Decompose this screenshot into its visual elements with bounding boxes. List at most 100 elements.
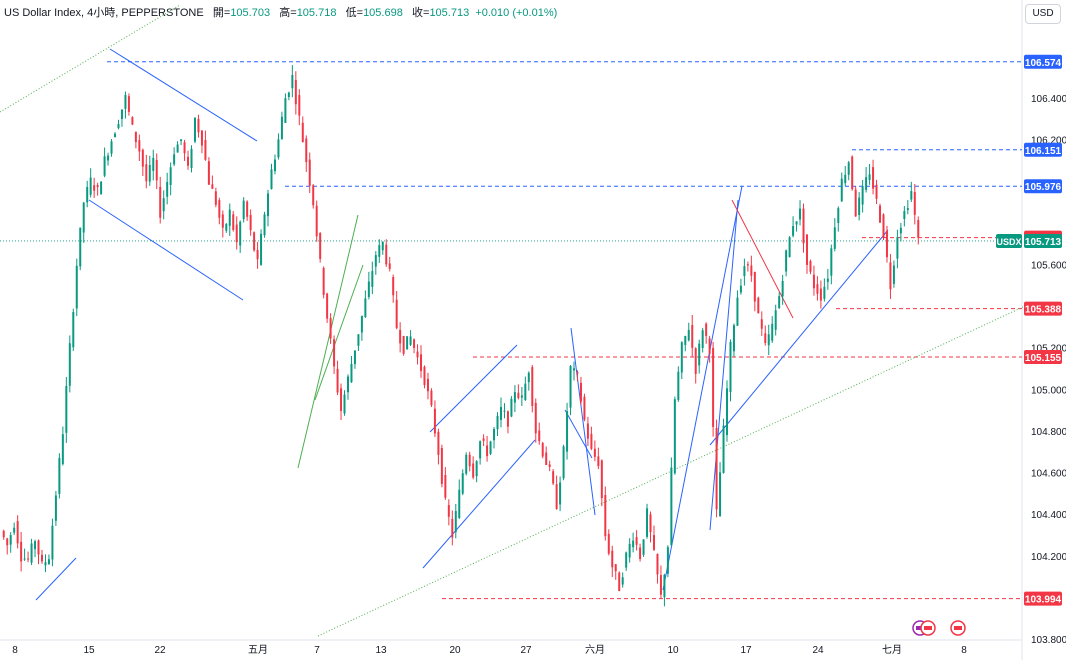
y-tick-label: 104.400 bbox=[1031, 510, 1066, 521]
candle-body bbox=[284, 98, 287, 123]
candle-body bbox=[548, 464, 551, 467]
candle-body bbox=[23, 558, 26, 560]
price-label-box bbox=[1024, 301, 1062, 316]
candle-body bbox=[131, 117, 134, 125]
candle-body bbox=[545, 452, 548, 465]
candle-body bbox=[204, 139, 207, 160]
x-tick-label: 24 bbox=[812, 645, 824, 656]
candle-body bbox=[371, 271, 374, 287]
candle-body bbox=[479, 441, 482, 459]
y-tick-label: 104.600 bbox=[1031, 469, 1066, 480]
symbol-tag-box bbox=[996, 233, 1022, 248]
candle-body bbox=[499, 406, 502, 420]
candle-body bbox=[826, 278, 829, 282]
candle-body bbox=[322, 267, 325, 295]
candle-body bbox=[611, 550, 614, 568]
trendline bbox=[429, 344, 518, 433]
candle-body bbox=[865, 177, 868, 190]
high-value: 105.718 bbox=[296, 7, 337, 19]
candle-body bbox=[517, 392, 520, 399]
trendline bbox=[709, 199, 739, 531]
y-tick-label: 106.400 bbox=[1031, 94, 1066, 105]
candle-body bbox=[875, 184, 878, 199]
candle-body bbox=[520, 395, 523, 398]
candle-body bbox=[677, 371, 680, 400]
candle-body bbox=[781, 280, 784, 297]
candle-body bbox=[799, 208, 802, 220]
candle-body bbox=[13, 527, 16, 533]
candle-body bbox=[124, 95, 127, 109]
candle-body bbox=[152, 157, 155, 171]
candle-body bbox=[426, 378, 429, 392]
candle-body bbox=[277, 139, 280, 158]
x-tick-label: 8 bbox=[961, 645, 967, 656]
candle-body bbox=[844, 174, 847, 184]
close-label: 收= bbox=[412, 7, 430, 19]
candle-body bbox=[666, 547, 669, 574]
price-label-text: 106.574 bbox=[1025, 58, 1062, 69]
candle-body bbox=[381, 242, 384, 251]
candle-body bbox=[913, 192, 916, 215]
price-label-box bbox=[1024, 350, 1062, 365]
candle-body bbox=[120, 109, 123, 119]
trendline bbox=[35, 557, 77, 601]
candle-body bbox=[242, 200, 245, 220]
current-price-text: 105.713 bbox=[1025, 237, 1062, 248]
candle-body bbox=[586, 423, 589, 439]
candle-body bbox=[378, 245, 381, 257]
candle-body bbox=[906, 208, 909, 211]
candle-body bbox=[260, 233, 263, 265]
candle-body bbox=[903, 210, 906, 219]
candle-body bbox=[294, 79, 297, 105]
low-value: 105.698 bbox=[363, 7, 403, 19]
candle-body bbox=[298, 95, 301, 116]
candle-body bbox=[308, 159, 311, 186]
candle-body bbox=[656, 554, 659, 575]
candle-body bbox=[628, 543, 631, 558]
candle-body bbox=[214, 191, 217, 205]
low-label: 低= bbox=[345, 7, 364, 19]
candle-body bbox=[687, 329, 690, 341]
candle-body bbox=[840, 178, 843, 202]
candle-body bbox=[420, 354, 423, 371]
candle-body bbox=[579, 382, 582, 402]
candle-body bbox=[882, 214, 885, 238]
candle-body bbox=[232, 214, 235, 230]
candle-body bbox=[816, 284, 819, 294]
y-tick-label: 106.200 bbox=[1031, 136, 1066, 147]
candle-body bbox=[482, 438, 485, 441]
candle-body bbox=[200, 130, 203, 146]
candle-body bbox=[148, 164, 151, 182]
candle-body bbox=[510, 398, 513, 417]
candle-body bbox=[82, 202, 85, 233]
candle-body bbox=[263, 214, 266, 236]
candle-body bbox=[489, 441, 492, 454]
candle-body bbox=[51, 525, 54, 560]
candle-body bbox=[211, 184, 214, 189]
candle-body bbox=[364, 298, 367, 318]
candle-body bbox=[291, 75, 294, 89]
currency-button[interactable]: USD bbox=[1025, 4, 1061, 24]
trendline bbox=[564, 409, 593, 459]
candle-body bbox=[705, 323, 708, 336]
candle-body bbox=[719, 472, 722, 517]
candles-group bbox=[2, 65, 920, 607]
candle-body bbox=[899, 227, 902, 234]
candle-body bbox=[698, 343, 701, 366]
close-value: 105.713 bbox=[429, 7, 470, 19]
candle-body bbox=[659, 575, 662, 595]
candle-body bbox=[40, 554, 43, 562]
candle-body bbox=[513, 392, 516, 403]
candle-body bbox=[430, 390, 433, 406]
candle-body bbox=[9, 535, 12, 545]
candle-body bbox=[837, 208, 840, 223]
candle-body bbox=[312, 185, 315, 206]
event-icon-mark bbox=[954, 626, 962, 630]
trendline bbox=[297, 214, 359, 469]
candle-body bbox=[833, 227, 836, 249]
candle-body bbox=[256, 249, 259, 260]
candle-body bbox=[493, 428, 496, 441]
trendline bbox=[109, 48, 258, 142]
